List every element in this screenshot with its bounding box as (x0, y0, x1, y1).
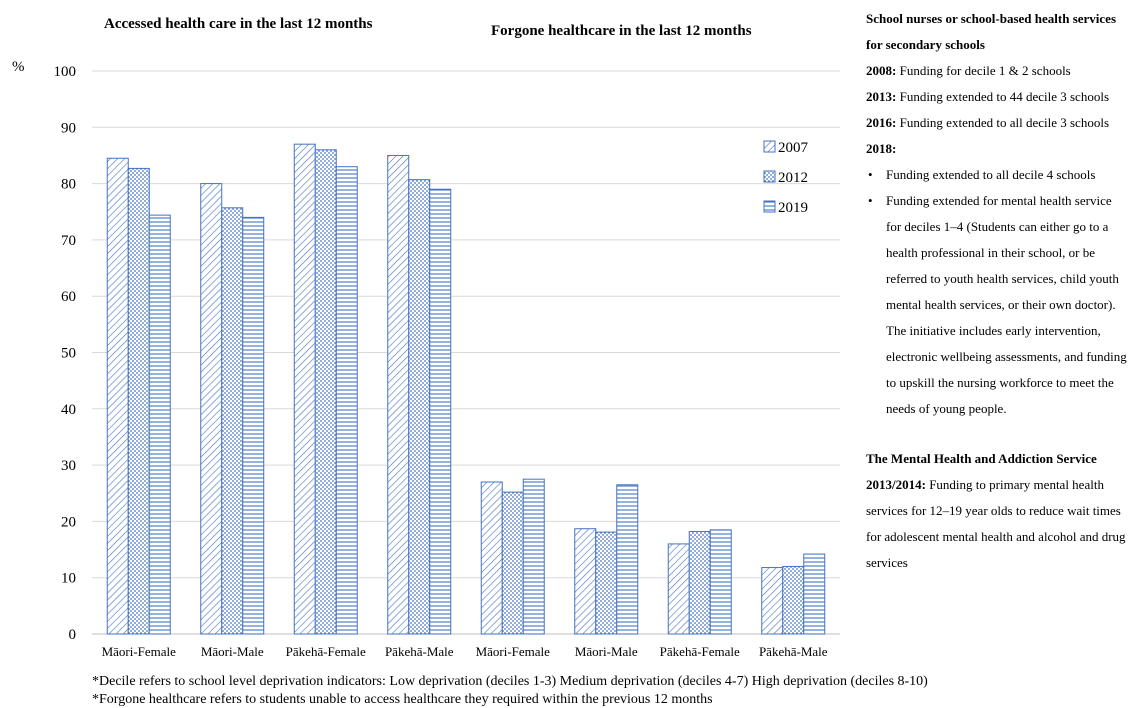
x-tick-label: Pākehā-Male (759, 644, 828, 659)
bar-2007 (200, 183, 223, 635)
y-tick-label: 0 (69, 627, 77, 643)
x-tick-label: Māori-Male (575, 644, 638, 659)
bar-2019 (335, 166, 358, 635)
bar-chart: 0 10 20 30 40 50 60 70 80 90 100 Māori-Female Māori-… (54, 64, 840, 659)
bar-2012 (408, 179, 431, 635)
bar-2012 (221, 207, 244, 635)
note-2008: 2008: Funding for decile 1 & 2 schools (866, 63, 1071, 78)
bar-2007 (667, 543, 690, 635)
x-tick-label: Pākehā-Female (660, 644, 740, 659)
bar-2007 (480, 481, 503, 635)
x-tick-label: Māori-Male (201, 644, 264, 659)
left-panel-title: Accessed health care in the last 12 mont… (104, 16, 373, 32)
bar-2019 (148, 214, 171, 635)
y-tick-label: 20 (61, 514, 76, 530)
y-tick-label: 100 (54, 64, 77, 80)
y-tick-label: 70 (61, 233, 76, 249)
bar-2019 (429, 188, 452, 635)
x-tick-label: Pākehā-Female (286, 644, 366, 659)
note-2018-list: Funding extended to all decile 4 schools… (866, 162, 1128, 422)
mental-health-heading: The Mental Health and Addiction Service (866, 451, 1097, 466)
bar-2007 (387, 154, 410, 635)
bar-2019 (803, 553, 826, 635)
bar-2019 (242, 216, 265, 635)
legend: 2007 2012 2019 (763, 140, 809, 216)
bar-2019 (522, 478, 545, 635)
legend-label-2007: 2007 (778, 140, 809, 156)
legend-swatch-2019 (763, 200, 776, 213)
legend-label-2012: 2012 (778, 170, 808, 186)
bar-2012 (314, 149, 337, 635)
y-tick-label: 10 (61, 571, 76, 587)
funding-notes-panel: School nurses or school-based health ser… (866, 6, 1128, 576)
bar-2007 (293, 143, 316, 635)
y-tick-label: 60 (61, 289, 76, 305)
axis-ticks: 0 10 20 30 40 50 60 70 80 90 100 Māori-Female Māori-… (54, 64, 828, 659)
bar-2007 (761, 567, 784, 635)
note-2013: 2013: Funding extended to 44 decile 3 sc… (866, 89, 1110, 104)
y-tick-label: 50 (61, 346, 76, 362)
y-tick-label: 30 (61, 458, 76, 474)
bar-2012 (595, 531, 618, 635)
footnote-forgone: *Forgone healthcare refers to students u… (92, 692, 713, 707)
footnote-decile: *Decile refers to school level deprivati… (92, 674, 928, 689)
bar-2012 (501, 491, 524, 635)
y-tick-label: 90 (61, 120, 76, 136)
x-tick-label: Pākehā-Male (385, 644, 454, 659)
bar-2007 (574, 528, 597, 635)
bar-2012 (782, 565, 805, 635)
list-item: Funding extended for mental health servi… (866, 188, 1128, 422)
y-axis-label: % (12, 59, 25, 75)
bar-2007 (106, 157, 129, 635)
bars (106, 143, 826, 635)
legend-swatch-2012 (763, 170, 776, 183)
y-tick-label: 40 (61, 402, 76, 418)
legend-label-2019: 2019 (778, 200, 808, 216)
list-item: Funding extended to all decile 4 schools (866, 162, 1128, 188)
bar-2012 (688, 531, 711, 635)
legend-swatch-2007 (763, 140, 776, 153)
note-2018-label: 2018: (866, 141, 897, 156)
school-nurses-heading: School nurses or school-based health ser… (866, 11, 1117, 52)
right-panel-title: Forgone healthcare in the last 12 months (491, 23, 752, 39)
y-tick-label: 80 (61, 177, 76, 193)
bar-2019 (616, 484, 639, 635)
x-tick-label: Māori-Female (102, 644, 177, 659)
bar-2019 (709, 529, 732, 635)
x-tick-label: Māori-Female (476, 644, 551, 659)
note-2016: 2016: Funding extended to all decile 3 s… (866, 115, 1109, 130)
note-2013-2014: 2013/2014: Funding to primary mental hea… (866, 477, 1126, 570)
bar-2012 (127, 167, 150, 635)
